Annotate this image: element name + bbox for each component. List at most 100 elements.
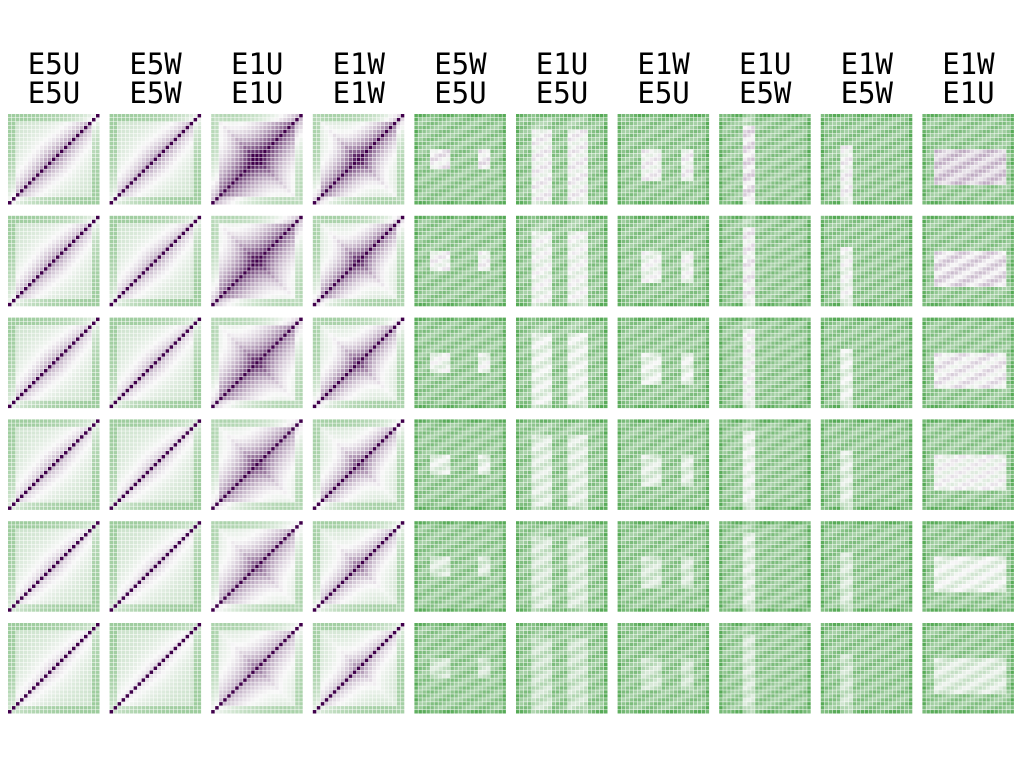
heatmap-cell [458,158,462,161]
heatmap-cell [735,146,739,149]
heatmap-cell [592,138,596,141]
heatmap-cell [373,118,377,121]
heatmap-cell [162,173,166,176]
heatmap-cell [166,130,170,133]
heatmap-cell [502,142,506,145]
heatmap-cell [658,126,662,129]
heatmap-cell [60,158,64,161]
heatmap-cell [622,114,626,117]
heatmap-cell [182,138,186,141]
heatmap-cell [702,118,706,121]
heatmap-cell [377,146,381,149]
heatmap-cell [516,154,520,157]
heatmap-cell [198,118,202,121]
heatmap-cell [909,142,913,145]
heatmap-cell [670,134,674,137]
heatmap-cell [313,169,317,172]
heatmap-cell [596,193,600,196]
heatmap-cell [295,169,299,172]
heatmap-cell [498,193,502,196]
heatmap-cell [365,181,369,184]
heatmap-cell [694,146,698,149]
heatmap-cell [682,193,686,196]
heatmap-cell [198,158,202,161]
heatmap-cell [291,150,295,153]
heatmap-cell [458,197,462,200]
heatmap-cell [219,197,223,200]
heatmap-cell [64,185,68,188]
heatmap-cell [626,126,630,129]
heatmap-cell [905,161,909,164]
heatmap-cell [84,126,88,129]
heatmap-cell [604,201,608,204]
heatmap-cell [466,118,470,121]
heatmap-cell [170,197,174,200]
heatmap-cell [377,185,381,188]
heatmap-cell [638,169,642,172]
heatmap-cell [654,177,658,180]
heatmap-cell [239,122,243,125]
heatmap-cell [678,201,682,204]
heatmap-cell [771,181,775,184]
heatmap-cell [16,177,20,180]
heatmap-cell [235,134,239,137]
heatmap-cell [674,185,678,188]
heatmap-cell [658,173,662,176]
heatmap-cell [580,142,584,145]
heatmap-cell [211,161,215,164]
heatmap-cell [321,118,325,121]
heatmap-cell [938,130,942,133]
heatmap-cell [255,118,259,121]
heatmap-cell [1006,114,1010,117]
heatmap-cell [434,185,438,188]
heatmap-cell [36,165,40,168]
heatmap-cell [658,161,662,164]
heatmap-cell [845,118,849,121]
heatmap-cell [36,158,40,161]
heatmap-cell [186,150,190,153]
heatmap-cell [194,173,198,176]
heatmap-cell [259,146,263,149]
heatmap-cell [24,185,28,188]
heatmap-cell [12,193,16,196]
heatmap-cell [44,142,48,145]
heatmap-cell [922,134,926,137]
heatmap-cell [889,114,893,117]
heatmap-cell [279,161,283,164]
heatmap-cell [227,126,231,129]
heatmap-cell [287,201,291,204]
heatmap-cell [76,154,80,157]
heatmap-cell [110,154,114,157]
heatmap-cell [791,161,795,164]
heatmap-cell [893,154,897,157]
heatmap-cell [84,138,88,141]
heatmap-cell [706,122,710,125]
heatmap-cell [466,126,470,129]
heatmap-cell [885,181,889,184]
heatmap-cell [263,201,267,204]
heatmap-cell [755,173,759,176]
heatmap-cell [767,122,771,125]
heatmap-cell [885,158,889,161]
heatmap-cell [114,169,118,172]
heatmap-cell [755,142,759,145]
heatmap-cell [909,169,913,172]
heatmap-cell [28,197,32,200]
heatmap-cell [674,165,678,168]
heatmap-cell [96,185,100,188]
heatmap-cell [194,169,198,172]
heatmap-cell [845,177,849,180]
heatmap-cell [227,201,231,204]
heatmap-cell [418,146,422,149]
heatmap-cell [215,161,219,164]
heatmap-cell [279,158,283,161]
heatmap-cell [946,134,950,137]
heatmap-cell [271,189,275,192]
heatmap-cell [799,158,803,161]
heatmap-cell [430,173,434,176]
heatmap-cell [528,201,532,204]
heatmap-cell [329,114,333,117]
heatmap-cell [837,146,841,149]
heatmap-cell [158,126,162,129]
heatmap-cell [686,161,690,164]
